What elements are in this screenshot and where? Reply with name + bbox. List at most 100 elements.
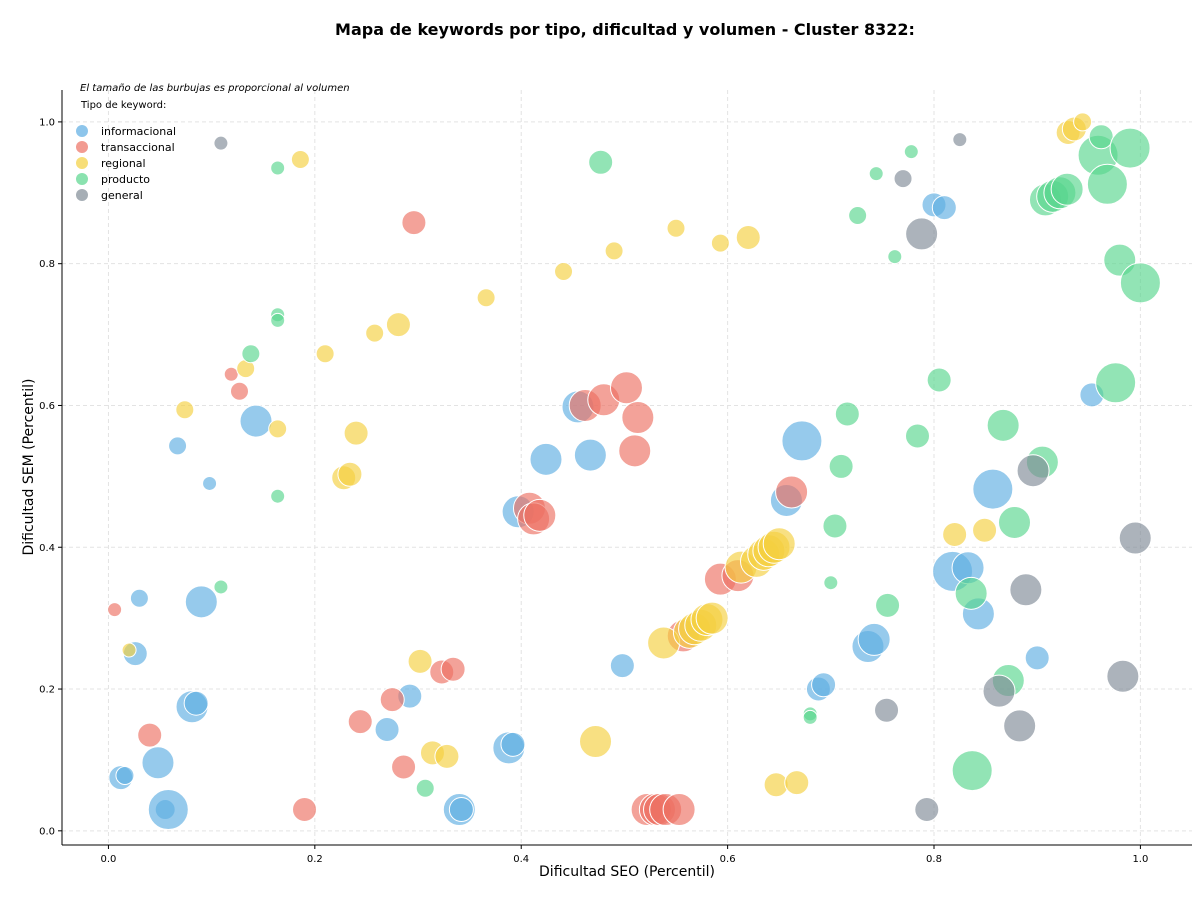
data-point: [735, 224, 761, 250]
legend-marker: [76, 157, 88, 169]
data-point: [1009, 573, 1043, 607]
legend-marker: [76, 125, 88, 137]
data-point: [268, 419, 288, 439]
data-point: [554, 261, 574, 281]
data-point: [270, 160, 286, 176]
data-point: [290, 149, 310, 169]
data-point: [931, 195, 957, 221]
data-point: [942, 521, 968, 547]
legend-label: transaccional: [101, 141, 175, 154]
data-point: [609, 653, 635, 679]
data-point: [1106, 659, 1140, 693]
chart-title: Mapa de keywords por tipo, dificultad y …: [335, 20, 915, 39]
data-point: [972, 468, 1014, 510]
data-point: [834, 401, 860, 427]
data-point: [1109, 127, 1151, 169]
data-point: [440, 656, 466, 682]
data-point: [904, 423, 930, 449]
legend-marker: [76, 173, 88, 185]
data-point: [695, 601, 729, 635]
data-point: [115, 766, 135, 786]
legend-label: producto: [101, 173, 150, 186]
data-point: [1024, 645, 1050, 671]
x-tick-label: 1.0: [1132, 854, 1148, 865]
data-point: [952, 132, 968, 148]
data-point: [168, 436, 188, 456]
data-point: [986, 408, 1020, 442]
data-point: [828, 453, 854, 479]
data-point: [621, 401, 655, 435]
axes: [61, 90, 1192, 846]
data-point: [662, 793, 696, 827]
data-point: [781, 420, 823, 462]
data-point: [1050, 172, 1084, 206]
data-point: [784, 770, 810, 796]
data-point: [448, 797, 474, 823]
data-point: [848, 205, 868, 225]
data-point: [385, 312, 411, 338]
data-point: [241, 344, 261, 364]
y-tick-label: 1.0: [39, 117, 55, 128]
data-point: [175, 400, 195, 420]
data-point: [229, 381, 249, 401]
data-point: [415, 778, 435, 798]
data-point: [874, 697, 900, 723]
data-point: [811, 672, 837, 698]
data-points: [107, 112, 1161, 831]
x-tick-label: 0.2: [307, 854, 323, 865]
data-point: [1016, 454, 1050, 488]
data-point: [213, 135, 229, 151]
data-point: [315, 344, 335, 364]
ticks: 0.0 0.2 0.4 0.6 0.8 1.0 0.0 0.2 0.4 0.6 0.8 1.0: [39, 117, 1148, 865]
data-point: [857, 622, 891, 656]
data-point: [868, 166, 884, 182]
legend-label: informacional: [101, 125, 176, 138]
data-point: [129, 588, 149, 608]
legend: El tamaño de las burbujas es proporciona…: [76, 83, 350, 202]
data-point: [618, 434, 652, 468]
data-point: [239, 404, 273, 438]
data-point: [579, 724, 613, 758]
data-point: [523, 498, 557, 532]
data-point: [476, 288, 496, 308]
data-point: [982, 674, 1016, 708]
legend-marker: [76, 141, 88, 153]
data-point: [1118, 521, 1152, 555]
data-point: [802, 709, 818, 725]
data-point: [893, 169, 913, 189]
data-point: [500, 731, 526, 757]
data-point: [875, 592, 901, 618]
data-point: [213, 579, 229, 595]
data-point: [775, 475, 809, 509]
data-point: [379, 687, 405, 713]
data-point: [391, 754, 417, 780]
data-point: [954, 576, 988, 610]
data-point: [343, 420, 369, 446]
data-point: [347, 709, 373, 735]
data-point: [914, 797, 940, 823]
x-tick-label: 0.0: [100, 854, 116, 865]
data-point: [434, 743, 460, 769]
y-tick-label: 0.0: [39, 826, 55, 837]
y-tick-label: 0.2: [39, 685, 55, 696]
data-point: [1119, 262, 1161, 304]
data-point: [666, 218, 686, 238]
data-point: [1073, 112, 1093, 132]
data-point: [407, 648, 433, 674]
data-point: [137, 722, 163, 748]
data-point: [183, 690, 209, 716]
data-point: [223, 366, 239, 382]
legend-label: regional: [101, 157, 146, 170]
legend-label: general: [101, 189, 143, 202]
data-point: [1003, 709, 1037, 743]
data-point: [121, 642, 137, 658]
data-point: [887, 249, 903, 265]
data-point: [365, 323, 385, 343]
data-point: [822, 513, 848, 539]
legend-marker: [76, 189, 88, 201]
y-axis-title: Dificultad SEM (Percentil): [21, 379, 37, 556]
data-point: [184, 585, 218, 619]
data-point: [270, 488, 286, 504]
y-tick-label: 0.6: [39, 401, 55, 412]
